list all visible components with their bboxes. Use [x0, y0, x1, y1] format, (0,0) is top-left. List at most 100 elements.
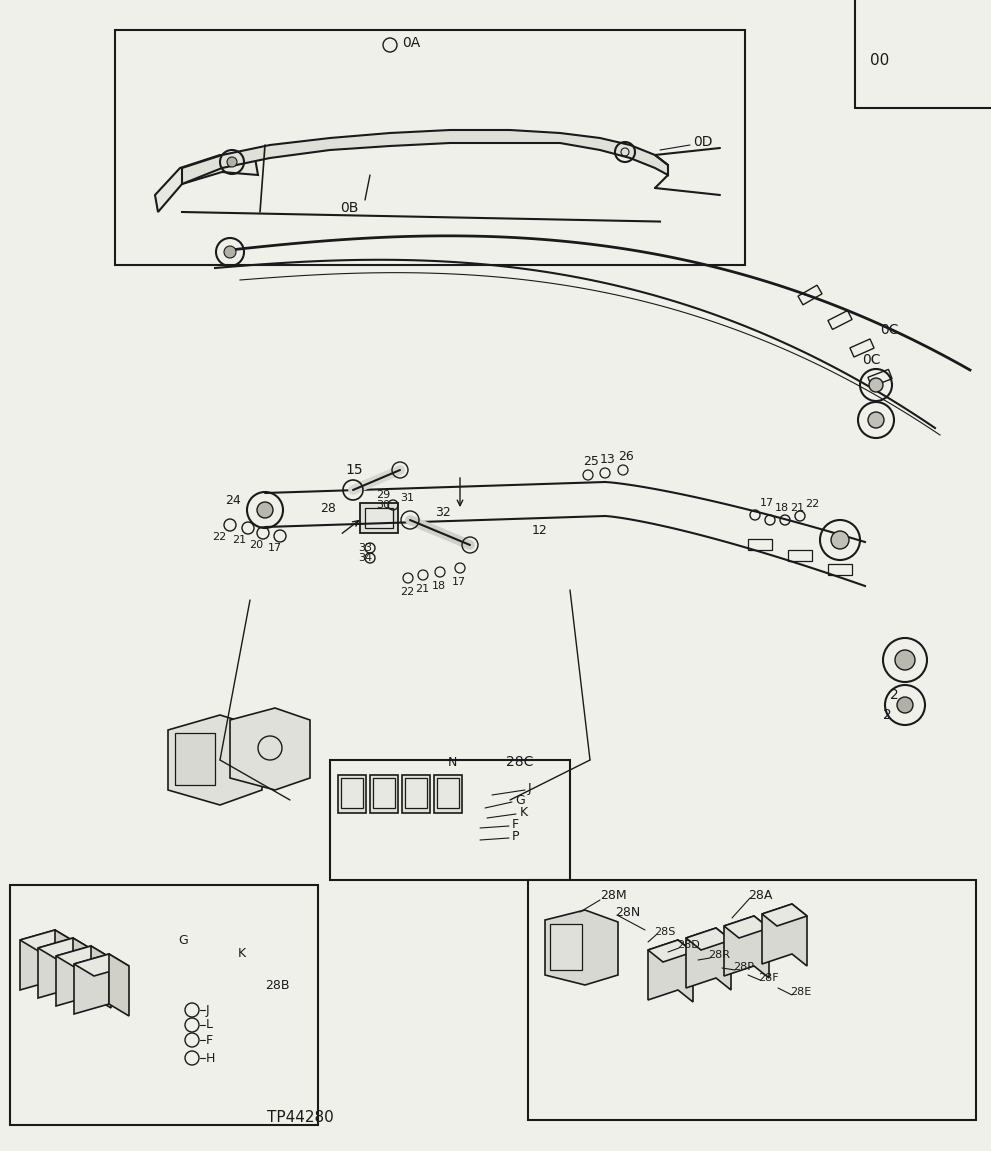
- Bar: [405, 778, 427, 808]
- Text: J: J: [528, 782, 531, 794]
- Polygon shape: [168, 715, 262, 805]
- Text: 30: 30: [376, 500, 390, 510]
- Text: 00: 00: [870, 53, 889, 68]
- Bar: [341, 778, 363, 808]
- Polygon shape: [724, 916, 769, 978]
- Text: G: G: [178, 933, 187, 946]
- Text: 2: 2: [890, 688, 899, 702]
- Bar: [338, 775, 366, 813]
- Bar: [365, 508, 393, 528]
- Text: 2: 2: [883, 708, 892, 722]
- Text: 22: 22: [805, 500, 820, 509]
- Polygon shape: [686, 928, 731, 990]
- Polygon shape: [73, 938, 93, 1000]
- Polygon shape: [686, 928, 731, 950]
- Circle shape: [227, 157, 237, 167]
- Text: 0A: 0A: [402, 36, 420, 49]
- Polygon shape: [648, 940, 693, 962]
- Bar: [370, 775, 398, 813]
- Text: 17: 17: [760, 498, 774, 508]
- Polygon shape: [91, 946, 111, 1008]
- Text: 28N: 28N: [615, 906, 640, 918]
- Circle shape: [257, 502, 273, 518]
- Text: 18: 18: [432, 581, 446, 590]
- Text: L: L: [206, 1019, 213, 1031]
- Text: 12: 12: [532, 524, 548, 536]
- Circle shape: [897, 698, 913, 712]
- Bar: [437, 778, 459, 808]
- Polygon shape: [648, 940, 693, 1003]
- Polygon shape: [109, 954, 129, 1016]
- Text: 31: 31: [400, 493, 414, 503]
- Text: 33: 33: [358, 543, 372, 552]
- Text: 28S: 28S: [654, 927, 676, 937]
- Text: 0D: 0D: [693, 135, 713, 148]
- Text: 28M: 28M: [600, 889, 626, 901]
- Text: 0C: 0C: [862, 353, 880, 367]
- Polygon shape: [38, 938, 73, 998]
- Polygon shape: [850, 338, 874, 357]
- Text: 26: 26: [618, 450, 634, 463]
- Text: P: P: [512, 830, 519, 843]
- Text: 29: 29: [376, 490, 390, 500]
- Polygon shape: [38, 938, 93, 960]
- Text: F: F: [512, 817, 519, 831]
- Polygon shape: [762, 904, 807, 966]
- Polygon shape: [74, 954, 129, 976]
- Text: J: J: [206, 1004, 210, 1016]
- Text: 0C: 0C: [880, 323, 899, 337]
- Polygon shape: [56, 946, 91, 1006]
- Bar: [373, 778, 395, 808]
- Bar: [828, 564, 852, 576]
- Text: 17: 17: [452, 577, 466, 587]
- Text: K: K: [520, 806, 528, 818]
- Polygon shape: [762, 904, 807, 927]
- Text: 21: 21: [790, 503, 804, 513]
- Text: G: G: [515, 793, 525, 807]
- Bar: [330, 760, 570, 881]
- Text: H: H: [206, 1052, 215, 1065]
- Circle shape: [868, 412, 884, 428]
- Polygon shape: [74, 954, 109, 1014]
- Polygon shape: [545, 910, 618, 985]
- Text: 22: 22: [400, 587, 414, 597]
- Polygon shape: [182, 130, 668, 184]
- Bar: [115, 30, 745, 265]
- Polygon shape: [230, 708, 310, 790]
- Text: 15: 15: [345, 463, 363, 477]
- Text: 34: 34: [358, 552, 373, 563]
- Text: 28E: 28E: [790, 988, 812, 997]
- Text: N: N: [448, 755, 458, 769]
- Polygon shape: [868, 369, 892, 387]
- Circle shape: [831, 531, 849, 549]
- Bar: [788, 550, 812, 561]
- Polygon shape: [20, 930, 75, 952]
- Bar: [748, 539, 772, 550]
- Text: 28D: 28D: [677, 940, 700, 950]
- Text: 20: 20: [249, 540, 264, 550]
- Text: 28A: 28A: [748, 889, 772, 901]
- Text: 22: 22: [212, 532, 226, 542]
- Polygon shape: [55, 930, 75, 992]
- Text: 32: 32: [435, 505, 451, 518]
- Text: 28B: 28B: [265, 978, 289, 991]
- Polygon shape: [155, 155, 258, 212]
- Text: 28C: 28C: [506, 755, 533, 769]
- Text: 21: 21: [232, 535, 246, 546]
- Polygon shape: [724, 916, 769, 938]
- Bar: [175, 733, 215, 785]
- Bar: [550, 924, 582, 970]
- Polygon shape: [827, 311, 852, 329]
- Text: 28: 28: [320, 502, 336, 514]
- Text: 17: 17: [268, 543, 282, 552]
- Bar: [360, 503, 398, 533]
- Text: TP44280: TP44280: [267, 1111, 333, 1126]
- Bar: [10, 885, 318, 1125]
- Text: 18: 18: [775, 503, 789, 513]
- Text: 21: 21: [415, 584, 429, 594]
- Text: F: F: [206, 1034, 213, 1046]
- Bar: [402, 775, 430, 813]
- Circle shape: [895, 650, 915, 670]
- Text: 28P: 28P: [733, 962, 754, 971]
- Text: K: K: [238, 946, 246, 960]
